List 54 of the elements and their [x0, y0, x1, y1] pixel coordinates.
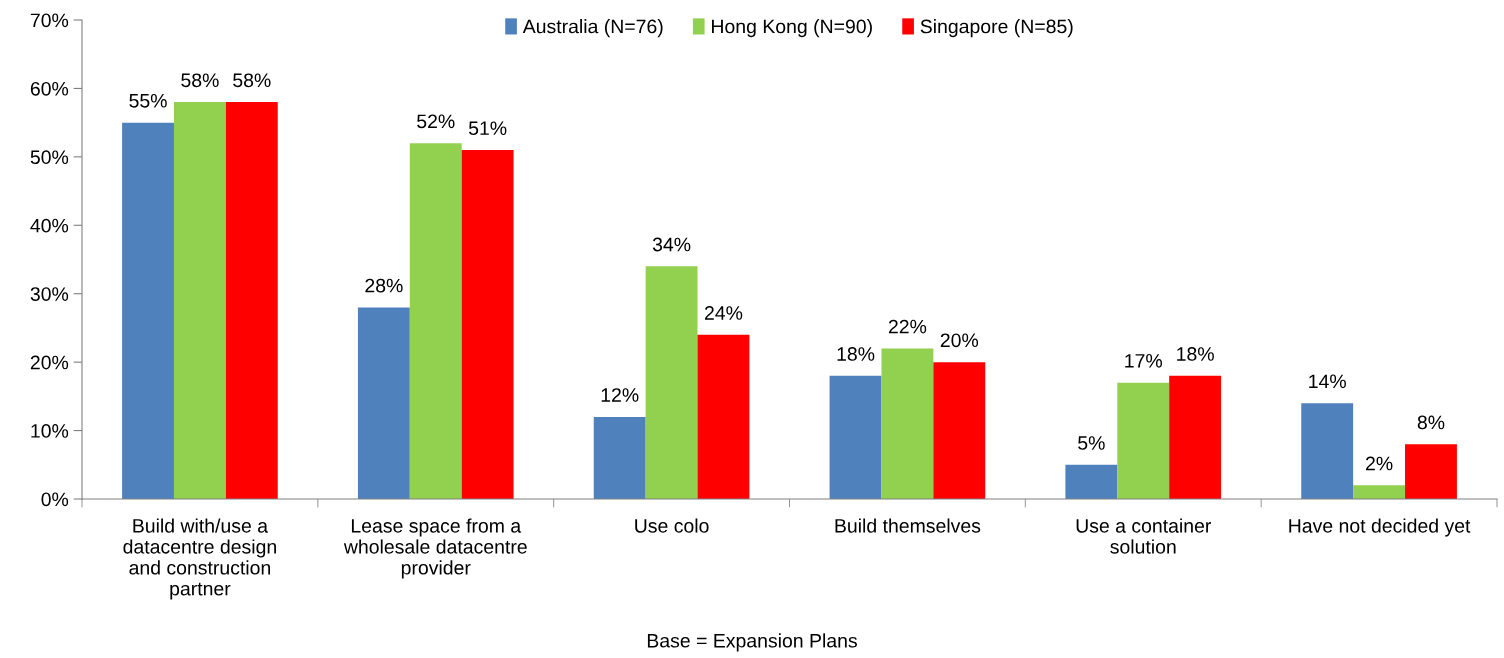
data-label: 52% — [417, 114, 455, 129]
bar — [1301, 403, 1354, 499]
data-label: 28% — [365, 278, 403, 293]
x-tick-label: Build with/use a datacentre design and construction partner — [123, 518, 276, 600]
data-label: 12% — [601, 388, 639, 402]
y-tick-label: 60% — [30, 81, 69, 96]
bar — [593, 416, 646, 499]
data-label: 5% — [1078, 436, 1105, 450]
data-label: 14% — [1309, 374, 1346, 389]
bar — [1353, 485, 1406, 499]
data-label: 22% — [888, 319, 927, 334]
y-tick-label: 70% — [30, 13, 69, 28]
bar — [357, 307, 410, 499]
x-tick-label: Build themselves — [835, 518, 981, 533]
bar — [881, 348, 934, 499]
y-tick-label: 20% — [30, 355, 69, 370]
y-tick-label: 10% — [31, 424, 69, 438]
data-label: 2% — [1366, 456, 1393, 471]
data-label: 55% — [129, 94, 167, 108]
bar — [645, 266, 698, 499]
bar — [1117, 382, 1170, 499]
y-tick-label: 0% — [41, 492, 69, 507]
bar — [461, 150, 514, 499]
y-tick-label: 30% — [30, 287, 69, 301]
x-tick-label: Use a container solution — [1076, 518, 1212, 554]
text: Base = Expansion Plans — [647, 633, 857, 652]
bar — [122, 122, 174, 499]
bar — [697, 334, 750, 499]
y-tick-label: 40% — [30, 218, 69, 233]
data-label: 17% — [1125, 354, 1163, 368]
bar — [409, 143, 462, 499]
bar — [1405, 444, 1457, 499]
data-label: 58% — [233, 73, 271, 88]
bar — [1169, 375, 1222, 499]
data-label: 24% — [704, 306, 743, 320]
y-tick-label: 50% — [30, 150, 69, 165]
bar — [225, 102, 278, 499]
x-tick-label: Use colo — [635, 518, 709, 533]
legend-label: Hong Kong (N=90) — [712, 19, 872, 38]
bar — [933, 362, 986, 499]
x-tick-label: Lease space from a wholesale datacentre provider — [343, 518, 527, 579]
data-label: 18% — [1177, 347, 1214, 361]
bar — [1065, 464, 1118, 499]
data-label: 8% — [1417, 415, 1445, 430]
data-label: 58% — [181, 73, 219, 88]
data-label: 18% — [837, 347, 875, 361]
legend-label: Singapore (N=85) — [920, 19, 1073, 38]
data-label: 34% — [652, 237, 691, 252]
bar — [829, 375, 882, 499]
x-tick-label: Have not decided yet — [1289, 518, 1471, 537]
data-label: 20% — [940, 333, 979, 348]
legend-label: Australia (N=76) — [522, 19, 663, 38]
bar — [173, 102, 226, 499]
data-label: 51% — [468, 121, 507, 136]
